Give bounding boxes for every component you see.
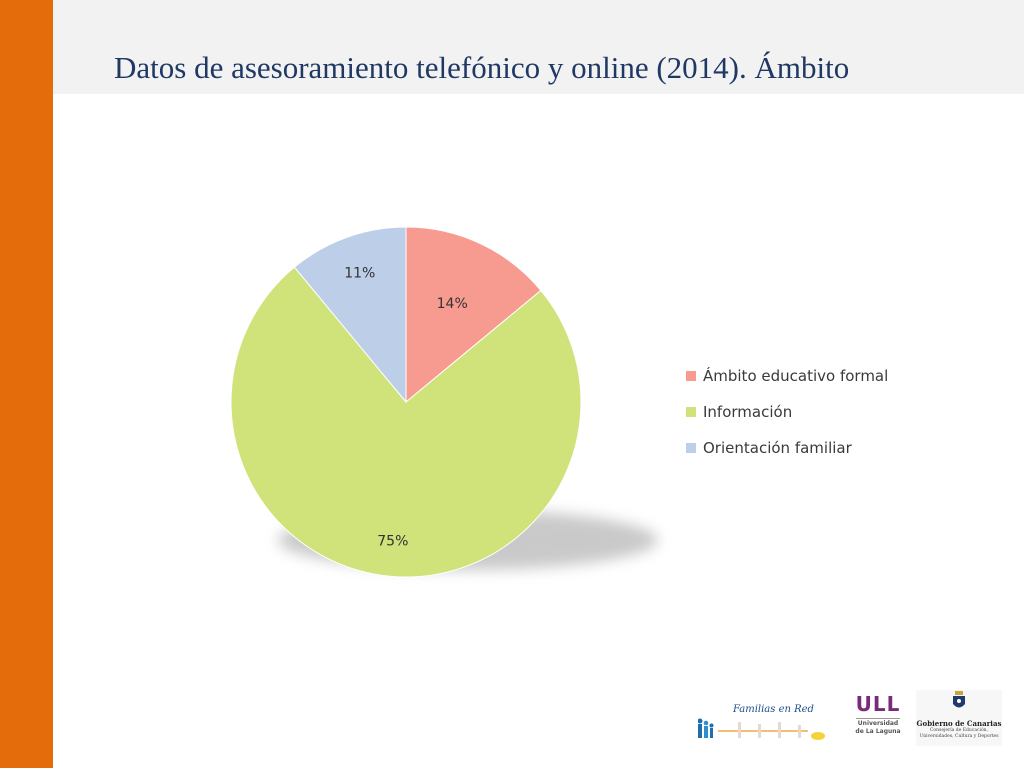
pie-slice-3 [293, 226, 407, 404]
family-figures-icon [698, 718, 825, 740]
pie-data-label: 11% [344, 266, 375, 282]
orange-side-bar [0, 0, 53, 768]
pie-slice-1 [405, 226, 542, 404]
legend-swatch [686, 407, 696, 417]
pie-slice-2 [230, 266, 582, 578]
pie-slices [230, 226, 582, 578]
legend-label: Orientación familiar [703, 439, 852, 457]
pie-labels: 14% 75% 11% [344, 266, 468, 550]
legend-label: Ámbito educativo formal [703, 367, 889, 385]
familias-en-red-logo: Familias en Red [698, 704, 828, 744]
slide-title: Datos de asesoramiento telefónico y onli… [114, 50, 850, 85]
pie-chart: 14% 75% 11% [230, 226, 658, 578]
gobierno-de-canarias-logo: Gobierno de Canarias Consejería de Educa… [916, 690, 1002, 746]
legend-item-ambito-educativo-formal: Ámbito educativo formal [686, 358, 888, 394]
legend-item-informacion: Información [686, 394, 888, 430]
chart-legend: Ámbito educativo formal Información Orie… [686, 358, 888, 466]
ull-logo: ULL Universidad de La Laguna [855, 692, 901, 735]
legend-label: Información [703, 403, 793, 421]
legend-swatch [686, 371, 696, 381]
legend-swatch [686, 443, 696, 453]
footer-logos: Familias en Red ULL Universidad de La La… [690, 688, 1010, 750]
legend-item-orientacion-familiar: Orientación familiar [686, 430, 888, 466]
title-band [53, 0, 1024, 94]
coat-of-arms-icon [953, 691, 965, 708]
pie-data-label: 75% [377, 533, 408, 549]
pie-data-label: 14% [437, 296, 468, 312]
